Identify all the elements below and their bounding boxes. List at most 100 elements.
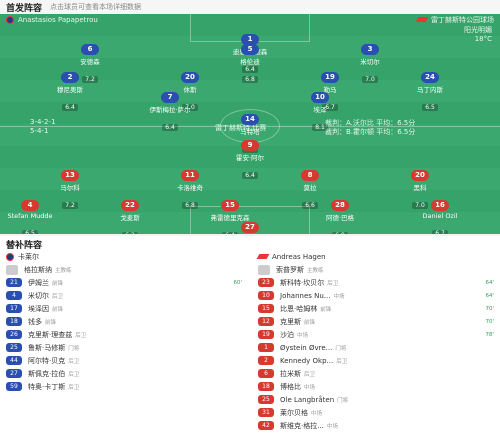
away-player-10[interactable]: 27门将卡特6.8 bbox=[220, 214, 280, 234]
away-sub-row[interactable]: 19 沙泊 中场 78' bbox=[258, 328, 498, 341]
player-rating: 7.2 bbox=[62, 202, 78, 209]
player-number: 1 bbox=[241, 34, 259, 45]
away-sub-row[interactable]: 6 拉米斯 后卫 bbox=[258, 367, 498, 380]
home-player-7[interactable]: 24 马丁内斯 6.5 bbox=[400, 64, 460, 113]
home-player-9[interactable]: 10 埃泽 8.1 bbox=[290, 84, 350, 133]
away-player-5[interactable]: 4 Stefan Mudde 6.5 bbox=[0, 192, 60, 234]
player-rating: 6.6 bbox=[302, 202, 318, 209]
home-sub-row[interactable]: 格拉斯纳 主教练 bbox=[6, 263, 246, 276]
away-sub-row[interactable]: 10 Johannes Nu... 中场 64' bbox=[258, 289, 498, 302]
player-name: 弗雷德里克森 bbox=[210, 214, 250, 222]
sub-number: 25 bbox=[258, 395, 274, 404]
home-sub-row[interactable]: 44 阿尔特·贝克 后卫 bbox=[6, 354, 246, 367]
sub-position: 前锋 bbox=[52, 280, 64, 287]
away-sub-row[interactable]: 12 克里斯 前锋 70' bbox=[258, 315, 498, 328]
player-rating: 7.0 bbox=[412, 202, 428, 209]
sub-position: 主教练 bbox=[55, 267, 72, 274]
home-sub-row[interactable]: 27 斯佩克·拉伯 后卫 bbox=[6, 367, 246, 380]
away-coach-row[interactable]: Andreas Hagen bbox=[256, 250, 498, 263]
sub-position: 中场 bbox=[297, 332, 309, 339]
player-rating: 6.4 bbox=[62, 104, 78, 111]
away-sub-row[interactable]: 15 比恩·哈姆林 前锋 70' bbox=[258, 302, 498, 315]
away-sub-row[interactable]: 索普罗斯 主教练 bbox=[258, 263, 498, 276]
sub-name: 米切尔 bbox=[28, 291, 49, 300]
sub-number: 59 bbox=[6, 382, 22, 391]
sub-position: 前锋 bbox=[45, 319, 57, 326]
sub-name: 莱尔贝格 bbox=[280, 408, 308, 417]
away-coach-name: Andreas Hagen bbox=[272, 252, 326, 261]
away-team-bar: 雷丁赫斯特公园球场 bbox=[415, 14, 494, 25]
away-player-7[interactable]: 15 弗雷德里克森 6.4 bbox=[200, 192, 260, 234]
referee-line1: 裁判：A.沃尔比 平均：6.5分 bbox=[325, 119, 416, 127]
sub-name: 博格比 bbox=[280, 382, 301, 391]
home-formation: 3-4-2-1 bbox=[30, 118, 56, 126]
sub-name: 沙泊 bbox=[280, 330, 294, 339]
sub-position: 中场 bbox=[326, 423, 338, 430]
player-rating: 6.5 bbox=[22, 230, 38, 234]
player-rating: 6.4 bbox=[162, 124, 178, 131]
player-rating: 6.8 bbox=[182, 202, 198, 209]
sub-name: 克里斯·理查兹 bbox=[28, 330, 73, 339]
player-name: 马丁内斯 bbox=[417, 86, 443, 94]
away-sub-row[interactable]: 42 斯维克·格拉... 中场 bbox=[258, 419, 498, 432]
away-player-3[interactable]: 8 莫拉 6.6 bbox=[280, 162, 340, 211]
home-player-1[interactable]: 6 安德森 7.2 bbox=[60, 36, 120, 85]
away-sub-row[interactable]: 23 斯科特·坎贝尔 后卫 64' bbox=[258, 276, 498, 289]
player-name: 米切尔 bbox=[360, 58, 380, 66]
away-player-0[interactable]: 9 霍安·阿尔 6.4 bbox=[220, 132, 280, 181]
away-sub-row[interactable]: 31 莱尔贝格 中场 bbox=[258, 406, 498, 419]
home-crest-icon bbox=[6, 15, 14, 24]
home-coach-row[interactable]: 卡莱尔 bbox=[6, 250, 246, 263]
away-sub-row[interactable]: 18 博格比 中场 bbox=[258, 380, 498, 393]
sub-position: 前锋 bbox=[320, 306, 332, 313]
home-player-4[interactable]: 2 穆尼奥斯 6.4 bbox=[40, 64, 100, 113]
away-player-2[interactable]: 11 卡洛维奇 6.8 bbox=[160, 162, 220, 211]
home-sub-row[interactable]: 17 埃泽因 前锋 bbox=[6, 302, 246, 315]
player-rating: 6.2 bbox=[122, 232, 138, 234]
player-number: 28 bbox=[331, 200, 349, 211]
sub-name: 斯维克·格拉... bbox=[280, 421, 324, 430]
home-sub-row[interactable]: 4 米切尔 后卫 bbox=[6, 289, 246, 302]
away-player-6[interactable]: 22 戈麦斯 6.2 bbox=[100, 192, 160, 234]
player-number: 5 bbox=[241, 44, 259, 55]
sub-position: 后卫 bbox=[68, 358, 80, 365]
sub-position: 前锋 bbox=[304, 319, 316, 326]
home-player-3[interactable]: 3 米切尔 7.0 bbox=[340, 36, 400, 85]
player-number: 11 bbox=[181, 170, 199, 181]
player-name: 伊斯梅拉·萨尔 bbox=[149, 106, 191, 114]
player-rating: 6.7 bbox=[322, 104, 338, 111]
away-sub-row[interactable]: 25 Ole Langbråten 门将 bbox=[258, 393, 498, 406]
avatar bbox=[258, 264, 270, 275]
away-sub-row[interactable]: 2 Kennedy Okp... 后卫 bbox=[258, 354, 498, 367]
home-player-5[interactable]: 20 休斯 7.0 bbox=[160, 64, 220, 113]
home-player-6[interactable]: 19 勒马 6.7 bbox=[300, 64, 360, 113]
away-player-9[interactable]: 16 Daniel Ozil 6.7 bbox=[410, 192, 470, 234]
away-player-4[interactable]: 20 黑科 7.0 bbox=[390, 162, 450, 211]
sub-position: 后卫 bbox=[52, 293, 64, 300]
player-rating: 6.4 bbox=[242, 172, 258, 179]
away-formation: 5-4-1 bbox=[30, 127, 49, 135]
away-sub-row[interactable]: 1 Øystein Øvre... 门将 bbox=[258, 341, 498, 354]
home-sub-row[interactable]: 26 克里斯·理查兹 后卫 bbox=[6, 328, 246, 341]
player-number: 6 bbox=[81, 44, 99, 55]
home-sub-row[interactable]: 25 鲁斯·马修斯 门将 bbox=[6, 341, 246, 354]
sub-number: 44 bbox=[6, 356, 22, 365]
player-name: 穆尼奥斯 bbox=[57, 86, 83, 94]
player-number: 24 bbox=[421, 72, 439, 83]
home-player-8[interactable]: 7 伊斯梅拉·萨尔 6.4 bbox=[140, 84, 200, 133]
away-player-1[interactable]: 13 马尔科 7.2 bbox=[40, 162, 100, 211]
home-player-2[interactable]: 5 格伦迪 6.8 bbox=[220, 36, 280, 85]
sub-position: 主教练 bbox=[307, 267, 324, 274]
weather-line1: 阳光明媚 bbox=[464, 26, 492, 34]
sub-number: 25 bbox=[6, 343, 22, 352]
home-sub-row[interactable]: 18 钱多 前锋 bbox=[6, 315, 246, 328]
player-number: 14 bbox=[241, 114, 259, 125]
sub-position: 后卫 bbox=[75, 332, 87, 339]
weather-info: 阳光明媚 18°C bbox=[464, 26, 492, 44]
player-name: 马尔科 bbox=[60, 184, 80, 192]
sub-position: 中场 bbox=[311, 410, 323, 417]
player-rating: 7.0 bbox=[182, 104, 198, 111]
home-sub-row[interactable]: 59 特奥·卡丁斯 后卫 bbox=[6, 380, 246, 393]
away-player-8[interactable]: 28 阿德·巴格 6.9 bbox=[310, 192, 370, 234]
home-sub-row[interactable]: 21 伊姆兰 前锋 60' bbox=[6, 276, 246, 289]
